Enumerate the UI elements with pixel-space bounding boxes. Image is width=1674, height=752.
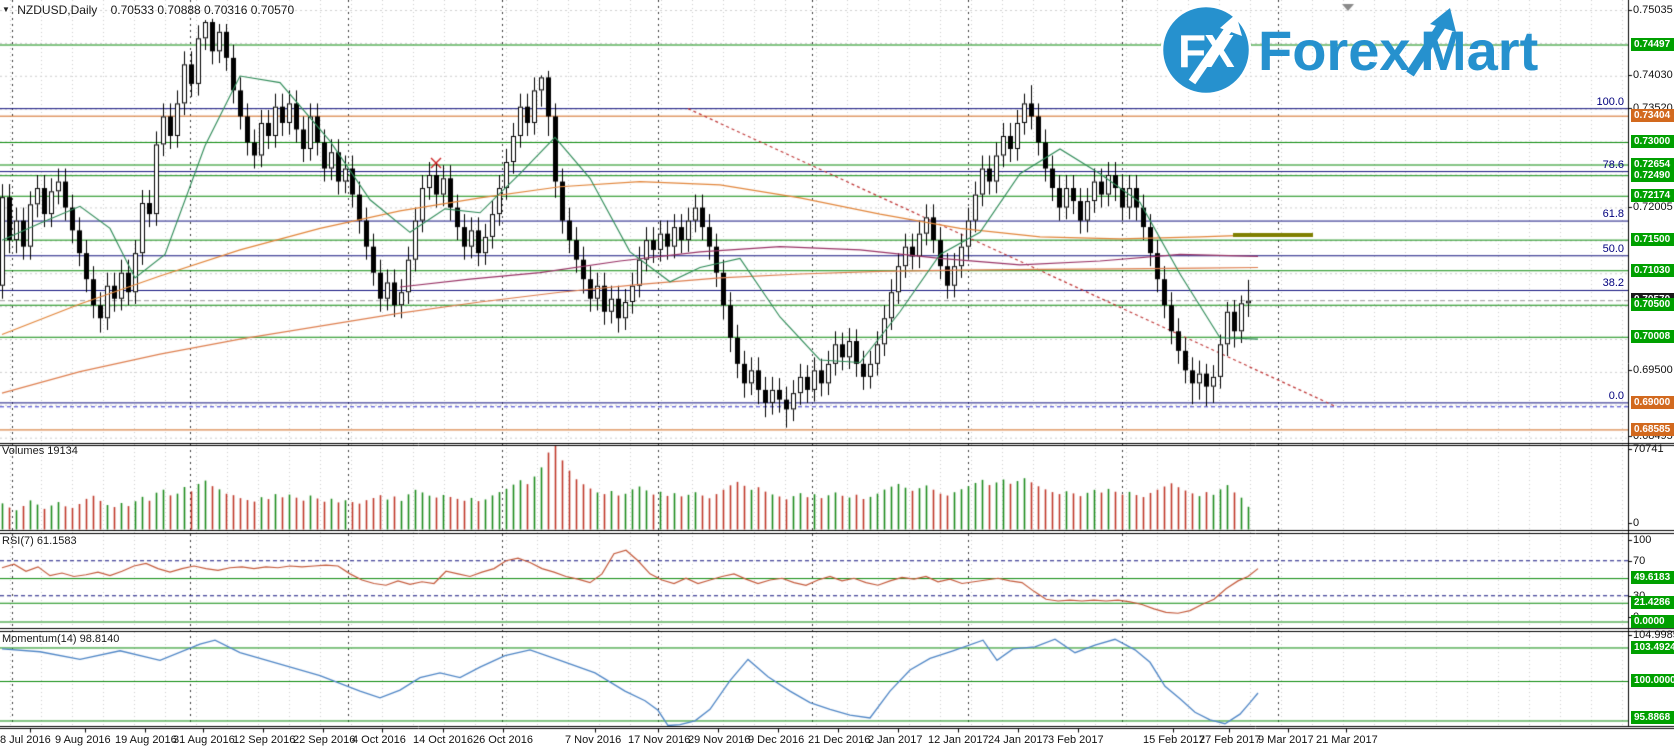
fib-level-label: 38.2 — [1602, 277, 1624, 289]
price-axis-badge: 0.70500 — [1631, 298, 1674, 311]
date-label: 2 Jan 2017 — [868, 734, 923, 746]
date-label: 19 Aug 2016 — [115, 734, 177, 746]
price-axis-badge: 0.71500 — [1631, 233, 1674, 246]
date-label: 12 Jan 2017 — [928, 734, 989, 746]
chart-title: ▼ NZDUSD,Daily 0.70533 0.70888 0.70316 0… — [2, 3, 294, 17]
date-label: 15 Feb 2017 — [1143, 734, 1205, 746]
price-axis-badge: 0.73404 — [1631, 109, 1674, 122]
date-label: 21 Mar 2017 — [1316, 734, 1378, 746]
date-label: 12 Sep 2016 — [233, 734, 296, 746]
date-label: 27 Feb 2017 — [1199, 734, 1261, 746]
date-label: 14 Oct 2016 — [413, 734, 473, 746]
price-axis-badge: 49.6183 — [1631, 571, 1674, 584]
price-axis-badge: 0.74497 — [1631, 38, 1674, 51]
logo-arrow-icon — [1188, 14, 1242, 85]
price-axis-label: 70741 — [1633, 443, 1664, 455]
logo-m-arrow-icon — [1406, 8, 1456, 77]
date-label: 3 Feb 2017 — [1048, 734, 1104, 746]
price-axis-label: 70 — [1633, 555, 1646, 567]
symbol-info-arrow-icon[interactable]: ▼ — [2, 5, 10, 14]
date-label: 31 Aug 2016 — [173, 734, 235, 746]
price-axis-badge: 0.68585 — [1631, 423, 1674, 436]
price-axis-badge: 0.70008 — [1631, 330, 1674, 343]
date-label: 22 Sep 2016 — [293, 734, 356, 746]
fib-level-label: 61.8 — [1602, 208, 1624, 220]
date-label: 17 Nov 2016 — [628, 734, 691, 746]
price-axis-badge: 95.8868 — [1631, 711, 1674, 724]
price-axis-label: 0.72005 — [1633, 201, 1673, 213]
ohlc-values-label: 0.70533 0.70888 0.70316 0.70570 — [110, 3, 295, 17]
fib-level-label: 50.0 — [1602, 243, 1624, 255]
price-axis-badge: 0.73000 — [1631, 135, 1674, 148]
date-label: 9 Mar 2017 — [1258, 734, 1314, 746]
fib-level-label: 100.0 — [1596, 96, 1624, 108]
symbol-period-label: NZDUSD,Daily — [17, 3, 98, 17]
price-axis-label: 0.69500 — [1633, 364, 1673, 376]
price-axis-badge: 100.0000 — [1631, 674, 1674, 687]
volumes-indicator-label: Volumes 19134 — [2, 445, 78, 457]
date-label: 29 Nov 2016 — [688, 734, 751, 746]
date-label: 21 Dec 2016 — [808, 734, 871, 746]
price-axis-badge: 0.71030 — [1631, 264, 1674, 277]
price-axis-label: 0.74030 — [1633, 69, 1673, 81]
fib-level-label: 0.0 — [1608, 390, 1624, 402]
price-axis-label: 0.75035 — [1633, 4, 1673, 16]
price-axis-badge: 0.72174 — [1631, 189, 1674, 202]
date-label: 9 Dec 2016 — [748, 734, 805, 746]
price-axis-badge: 0.72654 — [1631, 158, 1674, 171]
price-axis-badge: 21.4286 — [1631, 596, 1674, 609]
date-label: 24 Jan 2017 — [988, 734, 1049, 746]
date-label: 7 Nov 2016 — [565, 734, 622, 746]
rsi-indicator-label: RSI(7) 61.1583 — [2, 535, 77, 547]
price-axis-badge: 0.69000 — [1631, 396, 1674, 409]
date-label: 8 Jul 2016 — [0, 734, 51, 746]
price-axis-badge: 0.0000 — [1631, 615, 1674, 628]
fib-level-label: 78.6 — [1602, 159, 1624, 171]
forexmart-logo: F X Forex Mart — [1160, 4, 1538, 96]
logo-text: Forex — [1258, 19, 1411, 82]
date-label: 9 Aug 2016 — [55, 734, 111, 746]
price-axis-label: 104.9985 — [1633, 629, 1674, 641]
price-axis-badge: 103.4924 — [1631, 641, 1674, 654]
price-axis-label: 100 — [1633, 534, 1652, 546]
svg-text:Mart: Mart — [1420, 19, 1538, 82]
date-label: 26 Oct 2016 — [473, 734, 533, 746]
price-axis-badge: 0.72490 — [1631, 169, 1674, 182]
momentum-indicator-label: Momentum(14) 98.8140 — [2, 633, 120, 645]
price-axis-label: 0 — [1633, 517, 1640, 529]
date-label: 4 Oct 2016 — [352, 734, 406, 746]
